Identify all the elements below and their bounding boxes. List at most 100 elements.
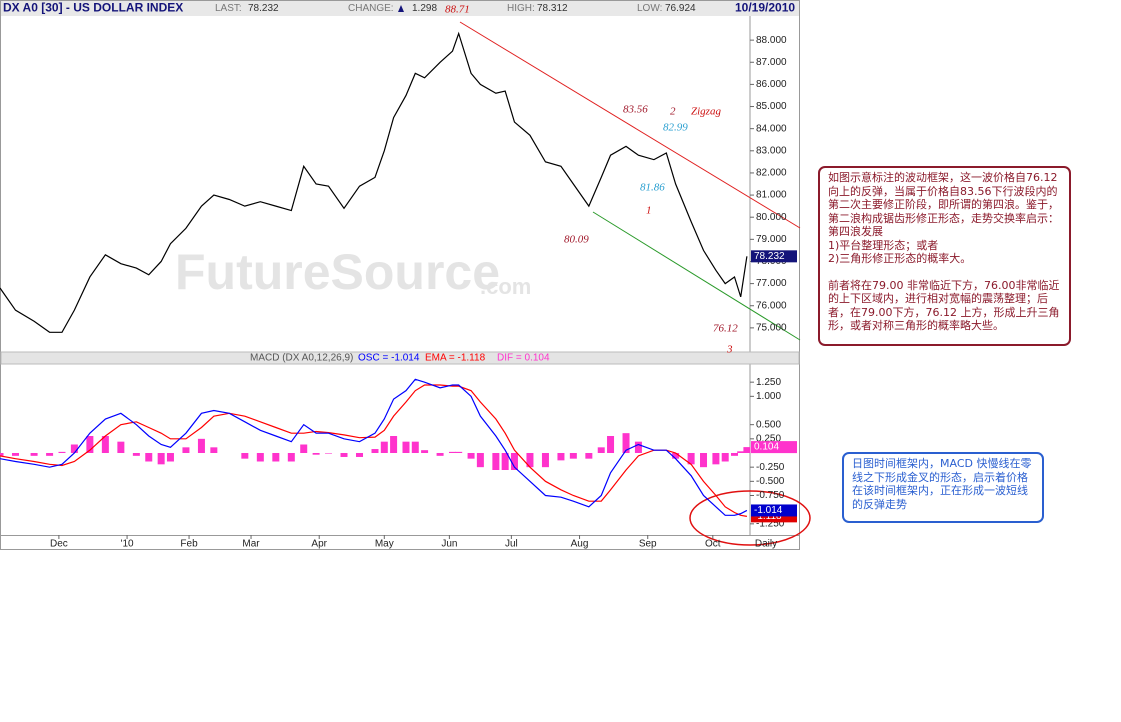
note-text: 前者将在79.00 非常临近下方，76.00非常临近的上下区域内，进行相对宽幅的… <box>828 278 1060 333</box>
legend-label: DIF = 0.104 <box>497 353 550 364</box>
y-tick-label: 77.000 <box>756 278 787 289</box>
histogram-bar <box>117 441 125 453</box>
trend-line <box>459 21 801 229</box>
annotation: 83.56 <box>623 104 648 116</box>
histogram-bar <box>448 451 456 453</box>
low-label: LOW: <box>637 3 662 14</box>
note-text: 日图时间框架内，MACD 快慢线在零线之下形成金叉的形态，启示着价格在该时间框架… <box>852 457 1032 511</box>
marks: 75.00076.00077.00078.00079.00080.00081.0… <box>0 4 797 550</box>
annotation: 3 <box>726 344 733 356</box>
y-tick-label: 87.000 <box>756 57 787 68</box>
note-text: 1)平台整理形态；或者 <box>828 238 939 252</box>
y-tick-label: -0.750 <box>756 490 785 501</box>
symbol: DX A0 [30] - US DOLLAR INDEX <box>3 1 183 15</box>
histogram-bar <box>411 441 419 453</box>
x-tick-label: Sep <box>639 539 657 550</box>
histogram-bar <box>421 450 429 453</box>
legend-label: OSC = -1.014 <box>358 353 420 364</box>
last-value-box <box>751 441 797 454</box>
annotation: 76.12 <box>713 323 738 335</box>
y-tick-label: -0.500 <box>756 476 785 487</box>
histogram-bar <box>569 453 577 459</box>
panel-title: MACD (DX A0,12,26,9) <box>250 353 353 364</box>
y-tick-label: 1.000 <box>756 391 781 402</box>
histogram-bar <box>557 453 565 461</box>
panel-divider <box>0 351 800 365</box>
histogram-bar <box>455 451 463 453</box>
last-value-box <box>751 250 797 263</box>
histogram-bar <box>687 453 695 465</box>
histogram-bar <box>402 441 410 453</box>
histogram-bar <box>182 447 190 453</box>
y-tick-label: 85.000 <box>756 101 787 112</box>
annotation: 80.09 <box>564 234 589 246</box>
histogram-bar <box>132 453 140 456</box>
x-tick-label: Aug <box>571 539 589 550</box>
annotation: 1 <box>646 205 652 217</box>
frame <box>0 0 800 550</box>
legend-label: EMA = -1.118 <box>425 353 486 364</box>
x-tick-label: Apr <box>311 539 327 550</box>
annotation: 81.86 <box>640 182 665 194</box>
annotation-box: 日图时间框架内，MACD 快慢线在零线之下形成金叉的形态，启示着价格在该时间框架… <box>842 452 1044 523</box>
histogram-bar <box>46 453 54 456</box>
x-tick-label: Oct <box>705 539 721 550</box>
histogram-bar <box>672 453 680 459</box>
histogram-bar <box>737 451 745 453</box>
y-tick-label: 0.250 <box>756 433 781 444</box>
histogram-bar <box>541 453 549 468</box>
histogram-bar <box>721 453 729 462</box>
y-tick-label: 80.000 <box>756 212 787 223</box>
histogram-bar <box>197 438 205 453</box>
histogram-bar <box>166 453 174 462</box>
trend-line <box>592 211 801 341</box>
histogram-bar <box>86 436 94 453</box>
histogram-bar <box>11 453 19 456</box>
watermark: FutureSource <box>175 244 500 300</box>
y-tick-label: 83.000 <box>756 145 787 156</box>
note-text: 如图示意标注的波动框架，这一波价格自76.12向上的反弹，当属于价格自83.56… <box>828 171 1059 238</box>
histogram-bar <box>501 453 509 470</box>
histogram-bar <box>58 451 66 453</box>
histogram-bar <box>356 453 364 457</box>
x-tick-label: '10 <box>121 539 134 550</box>
annotation: 2 <box>670 106 676 118</box>
y-tick-label: 1.250 <box>756 377 781 388</box>
series-line <box>0 384 747 517</box>
high-value: 78.312 <box>537 3 568 14</box>
annotation: 82.99 <box>663 122 688 134</box>
x-tick-label: May <box>375 539 394 550</box>
histogram-bar <box>272 453 280 462</box>
y-tick-label: 82.000 <box>756 168 787 179</box>
highlight-ellipse <box>689 490 811 546</box>
x-tick-label: Mar <box>242 539 260 550</box>
watermark-suffix: .com <box>480 274 531 299</box>
x-tick-label: Jun <box>441 539 457 550</box>
x-tick-label: Feb <box>180 539 198 550</box>
annotation: 88.71 <box>445 4 470 16</box>
histogram-bar <box>597 447 605 453</box>
histogram-bar <box>300 444 308 453</box>
y-tick-label: 88.000 <box>756 35 787 46</box>
annotation: Zigzag <box>691 106 721 118</box>
histogram-bar <box>312 453 320 455</box>
last-value-label: -1.014 <box>754 505 783 516</box>
series-line <box>0 31 748 333</box>
last-value: 78.232 <box>248 3 279 14</box>
change-value: 1.298 <box>412 3 437 14</box>
y-tick-label: 79.000 <box>756 234 787 245</box>
histogram-bar <box>380 441 388 453</box>
histogram-bar <box>712 453 720 465</box>
y-tick-label: 0.500 <box>756 419 781 430</box>
last-label: LAST: <box>215 3 242 14</box>
histogram-bar <box>371 449 379 453</box>
histogram-bar <box>0 453 4 456</box>
histogram-bar <box>390 436 398 453</box>
y-tick-label: 76.000 <box>756 300 787 311</box>
histogram-bar <box>101 436 109 453</box>
histogram-bar <box>70 444 78 453</box>
histogram-bar <box>241 453 249 459</box>
histogram-bar <box>622 433 630 453</box>
y-tick-label: 75.000 <box>756 323 787 334</box>
